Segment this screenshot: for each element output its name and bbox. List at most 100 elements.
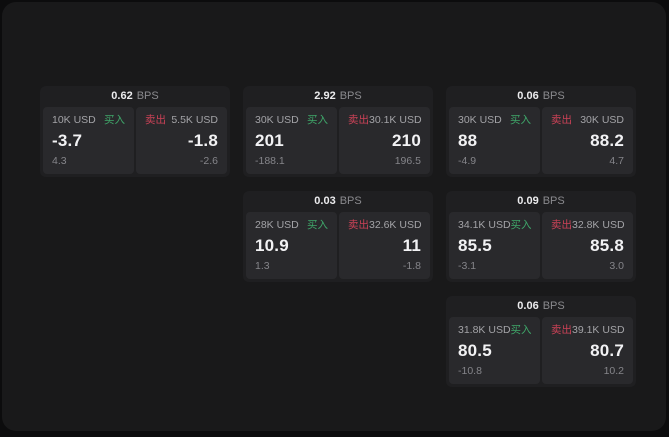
sell-top-row: 卖出 39.1K USD bbox=[551, 324, 625, 337]
buy-amount: 31.8K USD bbox=[458, 324, 511, 336]
buy-amount: 10K USD bbox=[52, 114, 96, 126]
sell-panel[interactable]: 卖出 39.1K USD 80.7 10.2 bbox=[542, 317, 633, 384]
buy-side-label: 买入 bbox=[510, 324, 532, 336]
card-header: 0.03 BPS bbox=[243, 191, 433, 212]
sell-amount: 39.1K USD bbox=[572, 324, 625, 336]
buy-amount: 34.1K USD bbox=[458, 219, 511, 231]
buy-top-row: 34.1K USD 买入 bbox=[458, 219, 532, 232]
bps-value: 2.92 bbox=[314, 90, 336, 102]
buy-change: -4.9 bbox=[458, 155, 477, 168]
cards-grid: 0.62 BPS 10K USD 买入 -3.7 4.3 卖出 5.5K USD… bbox=[40, 86, 636, 387]
sell-panel[interactable]: 卖出 30K USD 88.2 4.7 bbox=[542, 107, 633, 174]
buy-change: -10.8 bbox=[458, 365, 482, 378]
card-body: 28K USD 买入 10.9 1.3 卖出 32.6K USD 11 -1.8 bbox=[246, 212, 430, 279]
bps-value: 0.09 bbox=[517, 195, 539, 207]
buy-top-row: 28K USD 买入 bbox=[255, 219, 328, 232]
sell-panel[interactable]: 卖出 5.5K USD -1.8 -2.6 bbox=[136, 107, 227, 174]
sell-change: 4.7 bbox=[609, 155, 624, 168]
sell-top-row: 卖出 32.6K USD bbox=[348, 219, 422, 232]
sell-amount: 30K USD bbox=[580, 114, 624, 126]
buy-side-label: 买入 bbox=[510, 219, 532, 231]
buy-price: 10.9 bbox=[255, 235, 289, 255]
buy-side-label: 买入 bbox=[104, 114, 125, 126]
bps-unit-label: BPS bbox=[542, 90, 565, 102]
sell-change: -2.6 bbox=[199, 155, 218, 168]
sell-top-row: 卖出 30.1K USD bbox=[348, 114, 422, 127]
card-header: 2.92 BPS bbox=[243, 86, 433, 107]
card-body: 31.8K USD 买入 80.5 -10.8 卖出 39.1K USD 80.… bbox=[449, 317, 633, 384]
buy-top-row: 30K USD 买入 bbox=[458, 114, 531, 127]
sell-amount: 5.5K USD bbox=[171, 114, 218, 126]
bps-value: 0.06 bbox=[517, 300, 539, 312]
buy-change: 4.3 bbox=[52, 155, 67, 168]
buy-top-row: 30K USD 买入 bbox=[255, 114, 328, 127]
buy-panel[interactable]: 30K USD 买入 88 -4.9 bbox=[449, 107, 540, 174]
card-header: 0.06 BPS bbox=[446, 86, 636, 107]
sell-panel[interactable]: 卖出 32.8K USD 85.8 3.0 bbox=[542, 212, 633, 279]
buy-change: -3.1 bbox=[458, 260, 477, 273]
buy-panel[interactable]: 31.8K USD 买入 80.5 -10.8 bbox=[449, 317, 540, 384]
quote-card: 0.06 BPS 30K USD 买入 88 -4.9 卖出 30K USD 8… bbox=[446, 86, 636, 177]
sell-price: -1.8 bbox=[187, 130, 218, 150]
card-body: 34.1K USD 买入 85.5 -3.1 卖出 32.8K USD 85.8… bbox=[449, 212, 633, 279]
sell-side-label: 卖出 bbox=[348, 114, 369, 126]
sell-price: 11 bbox=[402, 235, 421, 255]
buy-price: 88 bbox=[458, 130, 478, 150]
sell-side-label: 卖出 bbox=[551, 219, 572, 231]
sell-top-row: 卖出 30K USD bbox=[551, 114, 624, 127]
buy-top-row: 31.8K USD 买入 bbox=[458, 324, 532, 337]
bps-value: 0.06 bbox=[517, 90, 539, 102]
buy-side-label: 买入 bbox=[307, 219, 328, 231]
buy-panel[interactable]: 10K USD 买入 -3.7 4.3 bbox=[43, 107, 134, 174]
buy-price: 80.5 bbox=[458, 340, 492, 360]
sell-top-row: 卖出 32.8K USD bbox=[551, 219, 625, 232]
bps-unit-label: BPS bbox=[542, 195, 565, 207]
buy-panel[interactable]: 28K USD 买入 10.9 1.3 bbox=[246, 212, 337, 279]
sell-amount: 30.1K USD bbox=[369, 114, 422, 126]
buy-change: 1.3 bbox=[255, 260, 270, 273]
buy-price: 201 bbox=[255, 130, 284, 150]
sell-side-label: 卖出 bbox=[145, 114, 166, 126]
sell-panel[interactable]: 卖出 30.1K USD 210 196.5 bbox=[339, 107, 430, 174]
sell-side-label: 卖出 bbox=[551, 114, 572, 126]
quote-card: 0.62 BPS 10K USD 买入 -3.7 4.3 卖出 5.5K USD… bbox=[40, 86, 230, 177]
bps-value: 0.03 bbox=[314, 195, 336, 207]
buy-panel[interactable]: 30K USD 买入 201 -188.1 bbox=[246, 107, 337, 174]
sell-price: 88.2 bbox=[590, 130, 624, 150]
bps-unit-label: BPS bbox=[136, 90, 159, 102]
bps-unit-label: BPS bbox=[339, 195, 362, 207]
buy-side-label: 买入 bbox=[307, 114, 328, 126]
buy-amount: 28K USD bbox=[255, 219, 299, 231]
buy-price: -3.7 bbox=[52, 130, 83, 150]
quote-card: 0.09 BPS 34.1K USD 买入 85.5 -3.1 卖出 32.8K… bbox=[446, 191, 636, 282]
quote-card: 0.03 BPS 28K USD 买入 10.9 1.3 卖出 32.6K US… bbox=[243, 191, 433, 282]
sell-amount: 32.6K USD bbox=[369, 219, 422, 231]
quotes-panel: 0.62 BPS 10K USD 买入 -3.7 4.3 卖出 5.5K USD… bbox=[2, 2, 666, 431]
bps-unit-label: BPS bbox=[339, 90, 362, 102]
buy-side-label: 买入 bbox=[510, 114, 531, 126]
quote-card: 0.06 BPS 31.8K USD 买入 80.5 -10.8 卖出 39.1… bbox=[446, 296, 636, 387]
bps-unit-label: BPS bbox=[542, 300, 565, 312]
quote-card: 2.92 BPS 30K USD 买入 201 -188.1 卖出 30.1K … bbox=[243, 86, 433, 177]
buy-change: -188.1 bbox=[255, 155, 285, 168]
sell-top-row: 卖出 5.5K USD bbox=[145, 114, 218, 127]
sell-change: 196.5 bbox=[394, 155, 421, 168]
buy-amount: 30K USD bbox=[458, 114, 502, 126]
sell-price: 80.7 bbox=[590, 340, 624, 360]
sell-change: 3.0 bbox=[609, 260, 624, 273]
card-body: 30K USD 买入 88 -4.9 卖出 30K USD 88.2 4.7 bbox=[449, 107, 633, 174]
card-header: 0.06 BPS bbox=[446, 296, 636, 317]
sell-change: -1.8 bbox=[402, 260, 421, 273]
card-body: 30K USD 买入 201 -188.1 卖出 30.1K USD 210 1… bbox=[246, 107, 430, 174]
buy-panel[interactable]: 34.1K USD 买入 85.5 -3.1 bbox=[449, 212, 540, 279]
bps-value: 0.62 bbox=[111, 90, 133, 102]
buy-amount: 30K USD bbox=[255, 114, 299, 126]
sell-panel[interactable]: 卖出 32.6K USD 11 -1.8 bbox=[339, 212, 430, 279]
sell-amount: 32.8K USD bbox=[572, 219, 625, 231]
sell-price: 210 bbox=[392, 130, 421, 150]
buy-top-row: 10K USD 买入 bbox=[52, 114, 125, 127]
sell-side-label: 卖出 bbox=[551, 324, 572, 336]
sell-change: 10.2 bbox=[603, 365, 624, 378]
card-header: 0.62 BPS bbox=[40, 86, 230, 107]
